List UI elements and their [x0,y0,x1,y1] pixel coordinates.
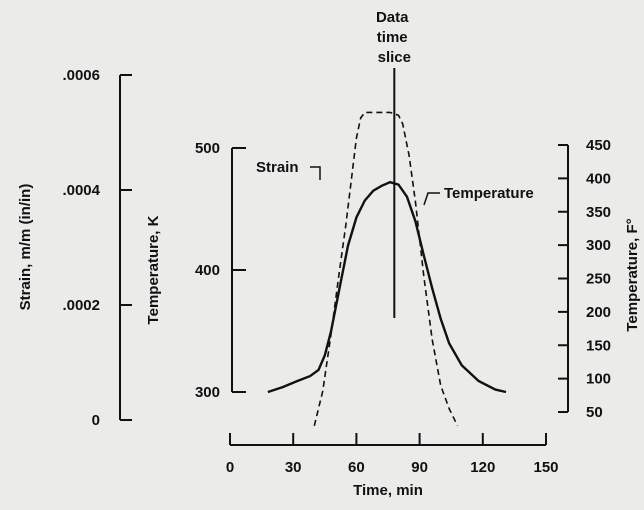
temperature-leader-line [423,192,440,206]
time-slice-label-line-2: time [377,29,408,46]
x-tick-label: 120 [470,459,495,476]
fahrenheit-tick-label: 150 [586,337,611,354]
temperature-curve-label: Temperature [444,185,534,202]
fahrenheit-tick-label: 350 [586,204,611,221]
fahrenheit-tick-label: 200 [586,304,611,321]
strain-tick-label: .0004 [62,182,100,199]
fahrenheit-axis-ticks: 50 100 150 200 250 300 350 400 450 [558,137,611,421]
strain-axis-ticks: 0 .0002 .0004 .0006 [62,67,132,429]
time-slice-label-line-1: Data [376,9,409,26]
strain-curve-label: Strain [256,159,299,176]
x-axis-ticks: 0 30 60 90 120 150 [226,433,559,476]
x-tick-label: 30 [285,459,302,476]
kelvin-axis: 300 400 500 Temperature, K [145,140,246,401]
temperature-series-line [267,180,507,394]
fahrenheit-tick-label: 450 [586,137,611,154]
fahrenheit-tick-label: 50 [586,404,603,421]
kelvin-tick-label: 400 [195,262,220,279]
x-axis-label: Time, min [353,482,423,499]
fahrenheit-tick-label: 300 [586,237,611,254]
strain-tick-label: .0002 [62,297,100,314]
strain-tick-label: 0 [92,412,100,429]
kelvin-tick-label: 500 [195,140,220,157]
x-tick-label: 0 [226,459,234,476]
fahrenheit-tick-label: 250 [586,271,611,288]
strain-series-line [313,111,459,427]
fahrenheit-axis-label: Temperature, F° [624,218,641,331]
x-tick-label: 150 [533,459,558,476]
time-slice-label: Data time slice [376,9,413,66]
strain-tick-label: .0006 [62,67,100,84]
fahrenheit-axis: 50 100 150 200 250 300 350 400 450 Temperature, … [558,137,641,421]
fahrenheit-tick-label: 100 [586,371,611,388]
strain-axis-label: Strain, m/m (in/in) [17,184,34,311]
kelvin-axis-label: Temperature, K [145,215,162,324]
x-tick-label: 60 [348,459,365,476]
fahrenheit-tick-label: 400 [586,170,611,187]
x-tick-label: 90 [411,459,428,476]
kelvin-axis-ticks: 300 400 500 [195,140,246,401]
time-slice-label-line-3: slice [378,49,411,66]
x-axis: 0 30 60 90 120 150 Time, min [226,433,559,499]
strain-axis: 0 .0002 .0004 .0006 Strain, m/m (in/in) [17,67,132,429]
kelvin-tick-label: 300 [195,384,220,401]
strain-leader-line [310,166,321,180]
